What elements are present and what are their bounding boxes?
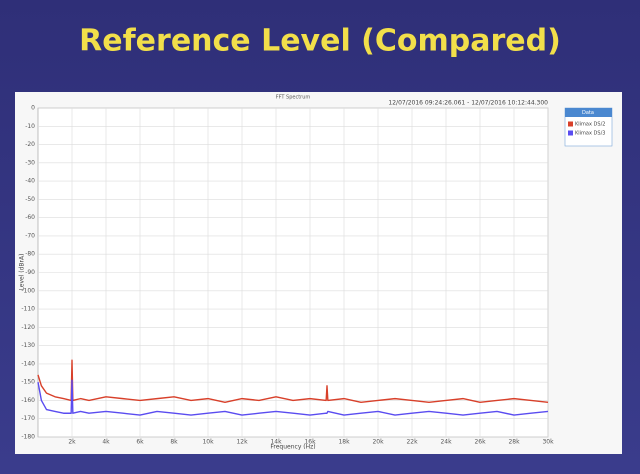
legend-label: Klimax DS/3 xyxy=(575,131,605,137)
x-tick-label: 4k xyxy=(102,439,110,446)
series-line xyxy=(37,379,549,416)
y-tick-label: 0 xyxy=(31,105,35,112)
chart-title: FFT Spectrum xyxy=(276,95,311,101)
x-tick-label: 26k xyxy=(474,439,486,446)
y-tick-label: -170 xyxy=(21,415,35,422)
y-tick-label: -10 xyxy=(25,123,35,130)
y-tick-label: -40 xyxy=(25,178,35,185)
x-tick-label: 10k xyxy=(202,439,214,446)
y-tick-label: -160 xyxy=(21,397,35,404)
y-tick-label: -150 xyxy=(21,379,35,386)
x-tick-label: 12k xyxy=(236,439,248,446)
x-tick-label: 24k xyxy=(440,439,452,446)
legend-label: Klimax DS/2 xyxy=(575,122,605,128)
x-tick-label: 16k xyxy=(304,439,316,446)
y-tick-label: -80 xyxy=(25,251,35,258)
series-line xyxy=(37,359,549,403)
y-tick-label: -130 xyxy=(21,342,35,349)
x-tick-label: 14k xyxy=(270,439,282,446)
y-tick-label: -60 xyxy=(25,214,35,221)
y-tick-label: -120 xyxy=(21,324,35,331)
x-tick-label: 18k xyxy=(338,439,350,446)
x-tick-label: 2k xyxy=(68,439,76,446)
legend-swatch xyxy=(568,121,573,127)
y-tick-label: -50 xyxy=(25,196,35,203)
x-tick-label: 30k xyxy=(542,439,554,446)
x-tick-label: 6k xyxy=(136,439,144,446)
x-tick-label: 20k xyxy=(372,439,384,446)
y-axis-label: Level (dBrA) xyxy=(19,254,26,291)
x-axis-label: Frequency (Hz) xyxy=(270,444,315,451)
legend-swatch xyxy=(568,130,573,136)
y-tick-label: -30 xyxy=(25,159,35,166)
y-tick-label: -140 xyxy=(21,360,35,367)
y-tick-label: -180 xyxy=(21,434,35,441)
y-tick-label: -110 xyxy=(21,306,35,313)
y-tick-label: -20 xyxy=(25,141,35,148)
y-tick-label: -70 xyxy=(25,232,35,239)
legend-title: Data xyxy=(582,110,594,116)
slide-title: Reference Level (Compared) xyxy=(79,24,561,59)
y-tick-label: -100 xyxy=(21,287,35,294)
x-tick-label: 28k xyxy=(508,439,520,446)
x-tick-label: 8k xyxy=(170,439,178,446)
chart-subtitle: 12/07/2016 09:24:26.061 - 12/07/2016 10:… xyxy=(388,100,548,107)
legend-header xyxy=(565,108,612,117)
y-tick-label: -90 xyxy=(25,269,35,276)
x-tick-label: 22k xyxy=(406,439,418,446)
